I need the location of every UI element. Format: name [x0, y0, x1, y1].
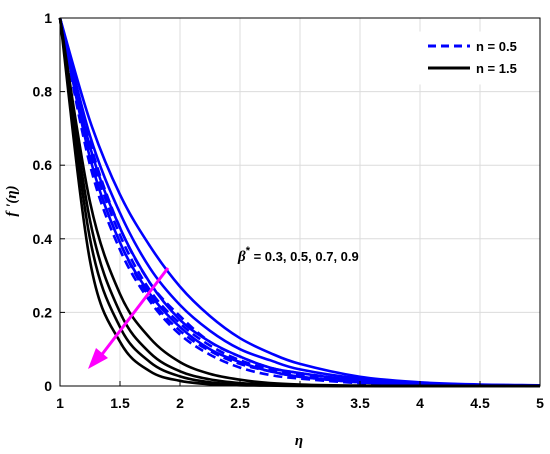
x-tick-label: 2: [176, 395, 184, 411]
x-tick-label: 4: [416, 395, 424, 411]
legend: n = 0.5 n = 1.5: [419, 31, 538, 85]
y-axis-label: f '(η): [4, 185, 20, 216]
legend-label-n05: n = 0.5: [476, 39, 517, 54]
series-line-2: [58, 17, 541, 387]
x-tick-label: 4.5: [470, 395, 490, 411]
y-tick-label: 0.4: [33, 231, 53, 247]
beta-values: = 0.3, 0.5, 0.7, 0.9: [250, 249, 359, 264]
x-tick-label: 5: [536, 395, 544, 411]
x-tick-label: 3: [296, 395, 304, 411]
x-tick-label: 1: [56, 395, 64, 411]
x-axis-label: η: [295, 433, 303, 449]
trend-arrow-head: [88, 348, 108, 369]
legend-label-n15: n = 1.5: [476, 61, 517, 76]
ticks: 1 1.5 2 2.5 3 3.5 4 4.5 5 0 0.2 0.4 0.6 0.8 1: [33, 10, 545, 411]
legend-box: [419, 31, 538, 85]
beta-superscript: *: [246, 245, 251, 257]
beta-annotation-text: β* = 0.3, 0.5, 0.7, 0.9: [237, 245, 359, 265]
y-tick-label: 1: [44, 10, 52, 26]
beta-annotation: β* = 0.3, 0.5, 0.7, 0.9: [237, 245, 359, 265]
trend-arrow-shaft: [98, 267, 170, 358]
x-tick-label: 1.5: [110, 395, 130, 411]
y-tick-label: 0.6: [33, 157, 53, 173]
beta-symbol: β: [237, 249, 246, 265]
y-tick-label: 0.2: [33, 304, 53, 320]
y-tick-label: 0: [44, 378, 52, 394]
trend-arrow: [88, 267, 170, 369]
x-tick-label: 2.5: [230, 395, 250, 411]
x-tick-label: 3.5: [350, 395, 370, 411]
y-tick-label: 0.8: [33, 84, 53, 100]
